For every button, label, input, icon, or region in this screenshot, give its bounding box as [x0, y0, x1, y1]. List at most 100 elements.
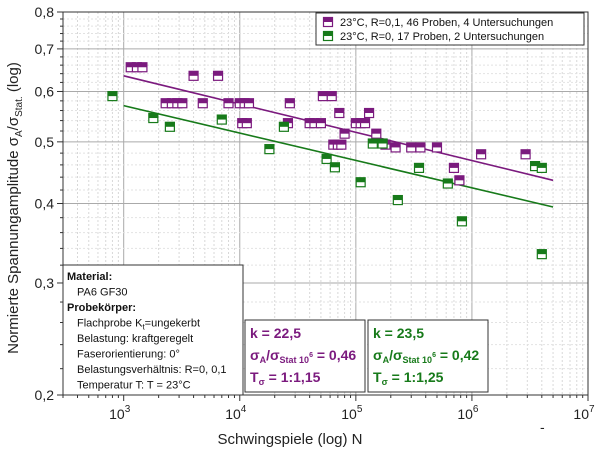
marker-fill: [279, 122, 289, 127]
marker-fill: [177, 98, 187, 104]
marker-fill: [415, 142, 425, 148]
marker-fill: [148, 113, 158, 119]
data-point: [363, 107, 375, 119]
fit-stat-boxes: k = 22,5 σA/σStat 106 = 0,46 Tσ = 1:1,15 k …: [244, 319, 489, 393]
stat-k: k = 23,5: [373, 325, 424, 341]
stat-box-frame: [244, 319, 366, 393]
material-line: PA6 GF30: [77, 287, 128, 299]
x-tick-labels: 103 104 105 106 107: [109, 404, 595, 422]
marker-fill: [530, 161, 540, 167]
legend: 23°C, R=0,1, 46 Proben, 4 Untersuchungen…: [315, 12, 585, 46]
marker-fill: [323, 31, 333, 36]
stat-box: k = 23,5 σA/σStat 106 = 0,42 Tσ = 1:1,25: [367, 319, 489, 393]
data-point: [216, 114, 227, 125]
marker-fill: [393, 195, 403, 201]
marker-fill: [391, 142, 401, 148]
data-point: [377, 138, 388, 149]
data-point: [431, 142, 443, 153]
data-point: [336, 139, 347, 150]
marker-fill: [360, 118, 370, 124]
legend-label: 23°C, R=0,1, 46 Proben, 4 Untersuchungen: [340, 17, 553, 29]
marker-fill: [107, 91, 117, 97]
material-line: Flachprobe Kt=ungekerbt: [77, 318, 200, 332]
stat-sigma-ratio: σA/σStat 106 = 0,46: [250, 347, 356, 365]
data-point: [371, 128, 382, 139]
marker-fill: [224, 98, 234, 104]
x-tick-label: 106: [457, 404, 479, 422]
marker-fill: [285, 98, 295, 104]
data-point: [448, 162, 460, 174]
y-tick-label: 0,3: [35, 275, 55, 291]
data-point: [164, 121, 175, 132]
data-point: [148, 112, 159, 124]
legend-marker: [322, 30, 334, 42]
marker-fill: [476, 149, 486, 155]
marker-fill: [316, 118, 326, 124]
data-point: [413, 162, 425, 174]
data-point: [188, 70, 199, 81]
marker-fill: [378, 139, 388, 144]
stat-t-sigma: Tσ = 1:1,15: [250, 369, 321, 387]
data-point: [284, 98, 295, 109]
data-point: [454, 175, 465, 186]
axis-ticks: [57, 11, 589, 401]
x-axis-title: Schwingspiele (log) N: [217, 431, 362, 448]
marker-fill: [198, 98, 208, 104]
material-line: Material:: [67, 271, 112, 283]
marker-fill: [371, 129, 381, 134]
marker-fill: [322, 154, 332, 159]
marker-fill: [432, 142, 442, 148]
marker-fill: [364, 108, 374, 114]
y-tick-label: 0,8: [35, 4, 55, 20]
data-point: [415, 142, 426, 153]
marker-fill: [521, 149, 531, 155]
marker-fill: [244, 98, 254, 104]
stat-k: k = 22,5: [250, 325, 301, 341]
y-tick-label: 0,5: [35, 134, 55, 150]
marker-fill: [443, 179, 453, 184]
data-point: [107, 91, 118, 102]
data-point: [355, 177, 366, 188]
material-line: Temperatur T: T = 23°C: [77, 380, 191, 392]
legend-marker: [322, 16, 334, 28]
marker-fill: [454, 175, 464, 181]
marker-fill: [414, 163, 424, 168]
data-point: [241, 118, 252, 129]
y-tick-label: 0,4: [35, 196, 55, 212]
marker-fill: [137, 62, 147, 68]
material-line: Faserorientierung: 0°: [77, 349, 180, 361]
data-point: [339, 128, 350, 139]
y-tick-label: 0,7: [35, 41, 55, 57]
data-point: [223, 98, 234, 109]
data-point: [536, 249, 547, 260]
data-points: [107, 62, 547, 260]
marker-fill: [126, 62, 136, 68]
marker-fill: [323, 17, 333, 22]
material-line: Belastungsverhältnis: R=0, 0,1: [77, 364, 227, 376]
data-point: [197, 98, 208, 109]
dash-mark: -: [540, 419, 545, 435]
data-point: [476, 149, 487, 160]
stat-sigma-ratio: σA/σStat 106 = 0,42: [373, 347, 479, 365]
material-box: Material: PA6 GF30 Probekörper: Flachprobe …: [62, 264, 244, 396]
data-point: [359, 118, 371, 129]
marker-fill: [457, 216, 467, 222]
marker-fill: [449, 163, 459, 168]
marker-fill: [165, 122, 175, 127]
marker-fill: [368, 139, 378, 144]
marker-fill: [264, 144, 274, 150]
stat-t-sigma: Tσ = 1:1,25: [373, 369, 444, 387]
marker-fill: [189, 71, 199, 76]
material-line: Belastung: kraftgeregelt: [77, 333, 193, 345]
data-point: [177, 98, 188, 109]
marker-fill: [336, 140, 346, 145]
legend-label: 23°C, R=0, 17 Proben, 2 Untersuchungen: [340, 31, 544, 43]
fit-line: [123, 104, 554, 208]
data-point: [536, 162, 547, 174]
data-point: [329, 162, 341, 173]
material-line: Probekörper:: [67, 302, 136, 314]
marker-fill: [161, 98, 171, 104]
x-tick-label: 105: [341, 404, 363, 422]
x-tick-label: 104: [225, 404, 247, 422]
data-point: [390, 142, 401, 153]
